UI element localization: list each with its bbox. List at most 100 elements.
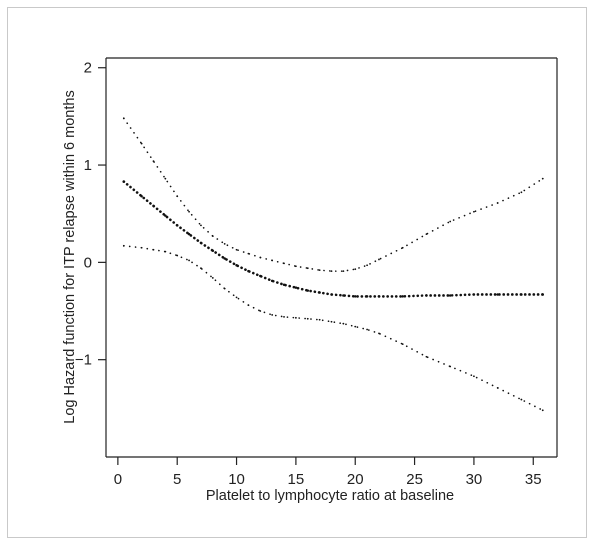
x-tick-label: 0	[114, 471, 122, 488]
x-tick-label: 5	[173, 471, 181, 488]
data-point	[200, 267, 202, 270]
data-point	[188, 210, 190, 213]
data-point	[353, 295, 357, 298]
data-point	[330, 293, 333, 296]
data-point	[496, 387, 499, 389]
data-point	[259, 310, 262, 312]
data-point	[366, 264, 369, 267]
data-point	[175, 224, 179, 227]
data-point	[366, 328, 369, 331]
data-point	[425, 294, 428, 297]
data-point	[270, 279, 274, 283]
y-tick-label: −1	[75, 352, 92, 369]
data-point	[164, 250, 167, 253]
series-ci-band	[122, 244, 544, 412]
data-point	[122, 244, 125, 247]
data-point	[365, 295, 369, 298]
data-point	[122, 117, 125, 120]
y-tick-label: 2	[84, 60, 92, 77]
data-point	[342, 322, 345, 325]
data-point	[306, 267, 309, 270]
data-point	[294, 286, 298, 289]
data-point	[259, 274, 262, 278]
data-point	[199, 241, 203, 245]
data-point	[425, 355, 428, 358]
x-tick-label: 15	[288, 471, 305, 488]
data-point	[520, 191, 523, 194]
data-point	[259, 256, 262, 259]
data-point	[354, 268, 357, 271]
data-point	[294, 265, 297, 268]
data-point	[176, 195, 179, 198]
series-line	[123, 245, 544, 412]
data-point	[377, 295, 381, 298]
data-point	[247, 252, 250, 255]
data-point	[448, 294, 452, 297]
data-point	[211, 235, 214, 237]
figure-frame	[7, 7, 587, 538]
data-point	[164, 214, 167, 217]
data-point	[401, 343, 404, 346]
x-tick-label: 25	[406, 471, 423, 488]
data-point	[223, 287, 226, 290]
data-point	[122, 180, 126, 183]
series-ci-band	[122, 117, 544, 273]
y-tick-label: 1	[84, 157, 92, 174]
data-point	[378, 258, 380, 261]
data-point	[271, 259, 274, 262]
data-point	[283, 262, 285, 265]
data-point	[318, 269, 321, 272]
data-point	[330, 270, 333, 273]
data-point	[152, 248, 155, 251]
x-tick-label: 10	[228, 471, 245, 488]
data-point	[140, 194, 143, 198]
ticks: 0 5 10 15 20 25 30 35 −1 0 1 2	[75, 60, 542, 488]
data-point	[318, 291, 321, 294]
x-tick-label: 35	[525, 471, 542, 488]
data-point	[247, 269, 250, 273]
data-point	[152, 160, 155, 163]
series-layer	[122, 117, 545, 412]
series-line	[123, 117, 544, 272]
data-point	[200, 224, 202, 227]
data-point	[247, 304, 250, 307]
data-point	[496, 293, 499, 296]
data-point	[473, 375, 475, 378]
data-point	[342, 270, 345, 273]
data-point	[235, 296, 238, 299]
x-tick-label: 30	[466, 471, 483, 488]
series-estimate	[122, 180, 545, 298]
series-line	[122, 180, 545, 298]
data-point	[541, 177, 544, 180]
data-point	[211, 249, 215, 252]
data-point	[211, 277, 214, 279]
x-axis-label: Platelet to lymphocyte ratio at baseline	[206, 488, 454, 504]
data-point	[235, 264, 238, 267]
data-point	[223, 257, 226, 260]
data-point	[473, 210, 475, 213]
data-point	[318, 318, 321, 321]
axes	[105, 57, 558, 458]
data-point	[425, 233, 428, 236]
data-point	[188, 259, 190, 262]
data-point	[140, 142, 143, 145]
data-point	[306, 317, 309, 320]
data-point	[378, 332, 380, 335]
data-point	[282, 283, 286, 286]
data-point	[330, 320, 333, 323]
data-point	[342, 294, 345, 297]
data-point	[541, 293, 545, 296]
data-point	[271, 314, 274, 316]
data-point	[354, 325, 357, 328]
data-point	[187, 232, 191, 236]
x-tick-label: 20	[347, 471, 364, 488]
data-point	[520, 293, 523, 296]
y-tick-label: 0	[84, 254, 92, 271]
data-point	[235, 248, 238, 251]
y-axis-label: Log Hazard function for ITP relapse with…	[62, 90, 78, 423]
data-point	[541, 409, 544, 412]
data-point	[283, 315, 285, 318]
data-point	[152, 204, 155, 208]
data-point	[496, 202, 499, 204]
